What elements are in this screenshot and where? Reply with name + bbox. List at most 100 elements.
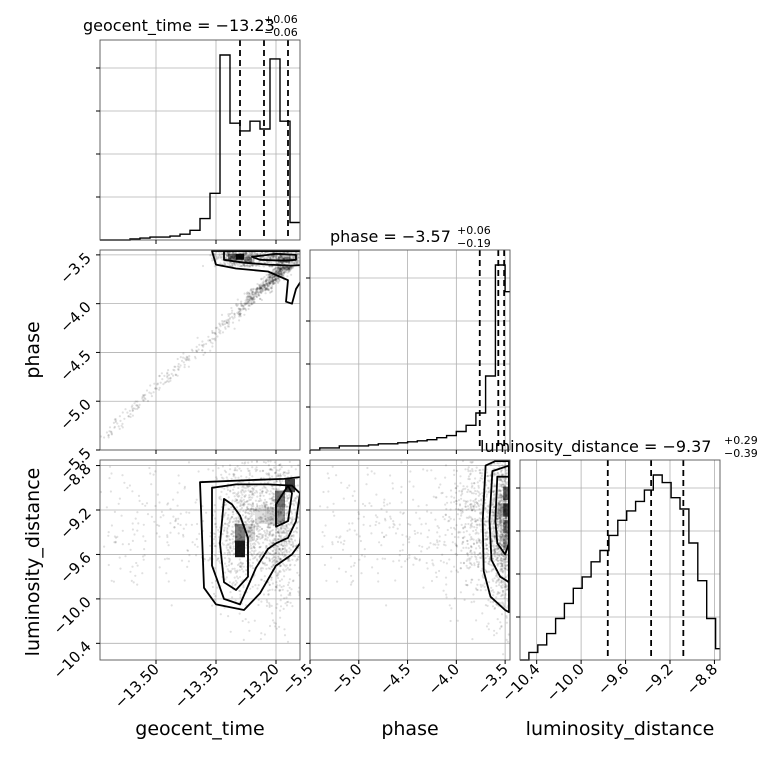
scatter-point: [182, 527, 185, 530]
scatter-point: [195, 350, 198, 353]
scatter-point: [231, 596, 234, 599]
scatter-point: [264, 287, 267, 290]
scatter-point: [335, 474, 338, 477]
scatter-point: [499, 569, 502, 573]
scatter-point: [434, 477, 437, 480]
scatter-point: [249, 496, 252, 499]
scatter-point: [264, 505, 267, 508]
scatter-point: [275, 279, 278, 283]
scatter-point: [265, 529, 268, 532]
scatter-point: [254, 525, 257, 528]
scatter-point: [501, 529, 504, 532]
scatter-point: [500, 543, 503, 547]
scatter-point: [223, 552, 226, 555]
scatter-point: [295, 531, 299, 534]
scatter-point: [263, 284, 266, 287]
scatter-point: [500, 470, 503, 474]
scatter-point: [225, 493, 228, 496]
scatter-point: [270, 290, 273, 294]
scatter-point: [285, 266, 288, 269]
scatter-point: [240, 568, 244, 571]
scatter-point: [169, 379, 172, 382]
scatter-point: [297, 256, 300, 259]
scatter-point: [227, 524, 230, 527]
scatter-point: [219, 495, 222, 498]
scatter-point: [231, 525, 234, 528]
scatter-point: [462, 531, 465, 534]
scatter-point: [227, 615, 230, 618]
scatter-point: [500, 553, 503, 556]
scatter-point: [267, 472, 270, 475]
scatter-point: [217, 467, 220, 470]
scatter-point: [505, 534, 508, 538]
scatter-point: [277, 573, 280, 576]
scatter-point: [499, 478, 502, 482]
scatter-point: [501, 520, 504, 524]
scatter-point: [448, 519, 451, 522]
scatter-point: [274, 278, 277, 281]
scatter-point: [160, 372, 163, 375]
scatter-point: [254, 518, 258, 521]
scatter-point: [484, 532, 488, 535]
scatter-point: [286, 257, 289, 260]
scatter-point: [500, 535, 503, 538]
scatter-point: [263, 633, 266, 636]
scatter-point: [499, 489, 502, 492]
scatter-point: [252, 296, 255, 300]
scatter-point: [279, 270, 283, 274]
scatter-point: [141, 394, 145, 397]
scatter-point: [196, 522, 199, 526]
scatter-point: [224, 326, 227, 329]
scatter-point: [282, 257, 285, 261]
scatter-point: [502, 594, 505, 597]
scatter-point: [259, 287, 263, 290]
scatter-point: [283, 267, 286, 270]
scatter-point: [287, 581, 290, 584]
scatter-point: [498, 525, 501, 528]
scatter-point: [504, 519, 507, 522]
scatter-point: [469, 503, 472, 506]
scatter-point: [280, 520, 283, 523]
scatter-point: [156, 493, 159, 496]
scatter-point: [422, 468, 425, 471]
scatter-point: [279, 557, 282, 561]
scatter-point: [201, 349, 204, 352]
scatter-point: [218, 322, 221, 325]
scatter-point: [262, 283, 265, 286]
scatter-point: [281, 547, 284, 550]
scatter-point: [268, 583, 271, 587]
scatter-point: [105, 431, 108, 434]
scatter-point: [237, 577, 240, 580]
scatter-point: [172, 374, 175, 377]
scatter-point: [259, 520, 263, 523]
scatter-point: [467, 475, 470, 478]
scatter-point: [238, 494, 241, 497]
scatter-point: [501, 544, 504, 547]
scatter-point: [273, 254, 276, 257]
scatter-point: [277, 534, 281, 537]
scatter-point: [255, 288, 258, 291]
scatter-point: [376, 558, 379, 561]
scatter-point: [263, 562, 266, 565]
scatter-point: [503, 558, 506, 561]
scatter-point: [461, 492, 464, 495]
scatter-point: [504, 520, 507, 523]
scatter-point: [233, 485, 236, 489]
scatter-point: [505, 517, 508, 521]
scatter-point: [281, 271, 284, 274]
scatter-point: [213, 265, 216, 268]
scatter-point: [263, 486, 266, 489]
scatter-point: [229, 468, 232, 471]
scatter-point: [219, 332, 222, 335]
scatter-point: [268, 468, 271, 471]
scatter-point: [282, 267, 285, 270]
scatter-point: [490, 534, 494, 537]
scatter-point: [113, 425, 116, 428]
scatter-point: [496, 517, 499, 520]
scatter-point: [255, 290, 258, 293]
scatter-point: [490, 520, 493, 523]
scatter-point: [273, 555, 276, 558]
scatter-point: [269, 291, 272, 294]
scatter-point: [132, 407, 135, 410]
scatter-point: [499, 542, 502, 545]
